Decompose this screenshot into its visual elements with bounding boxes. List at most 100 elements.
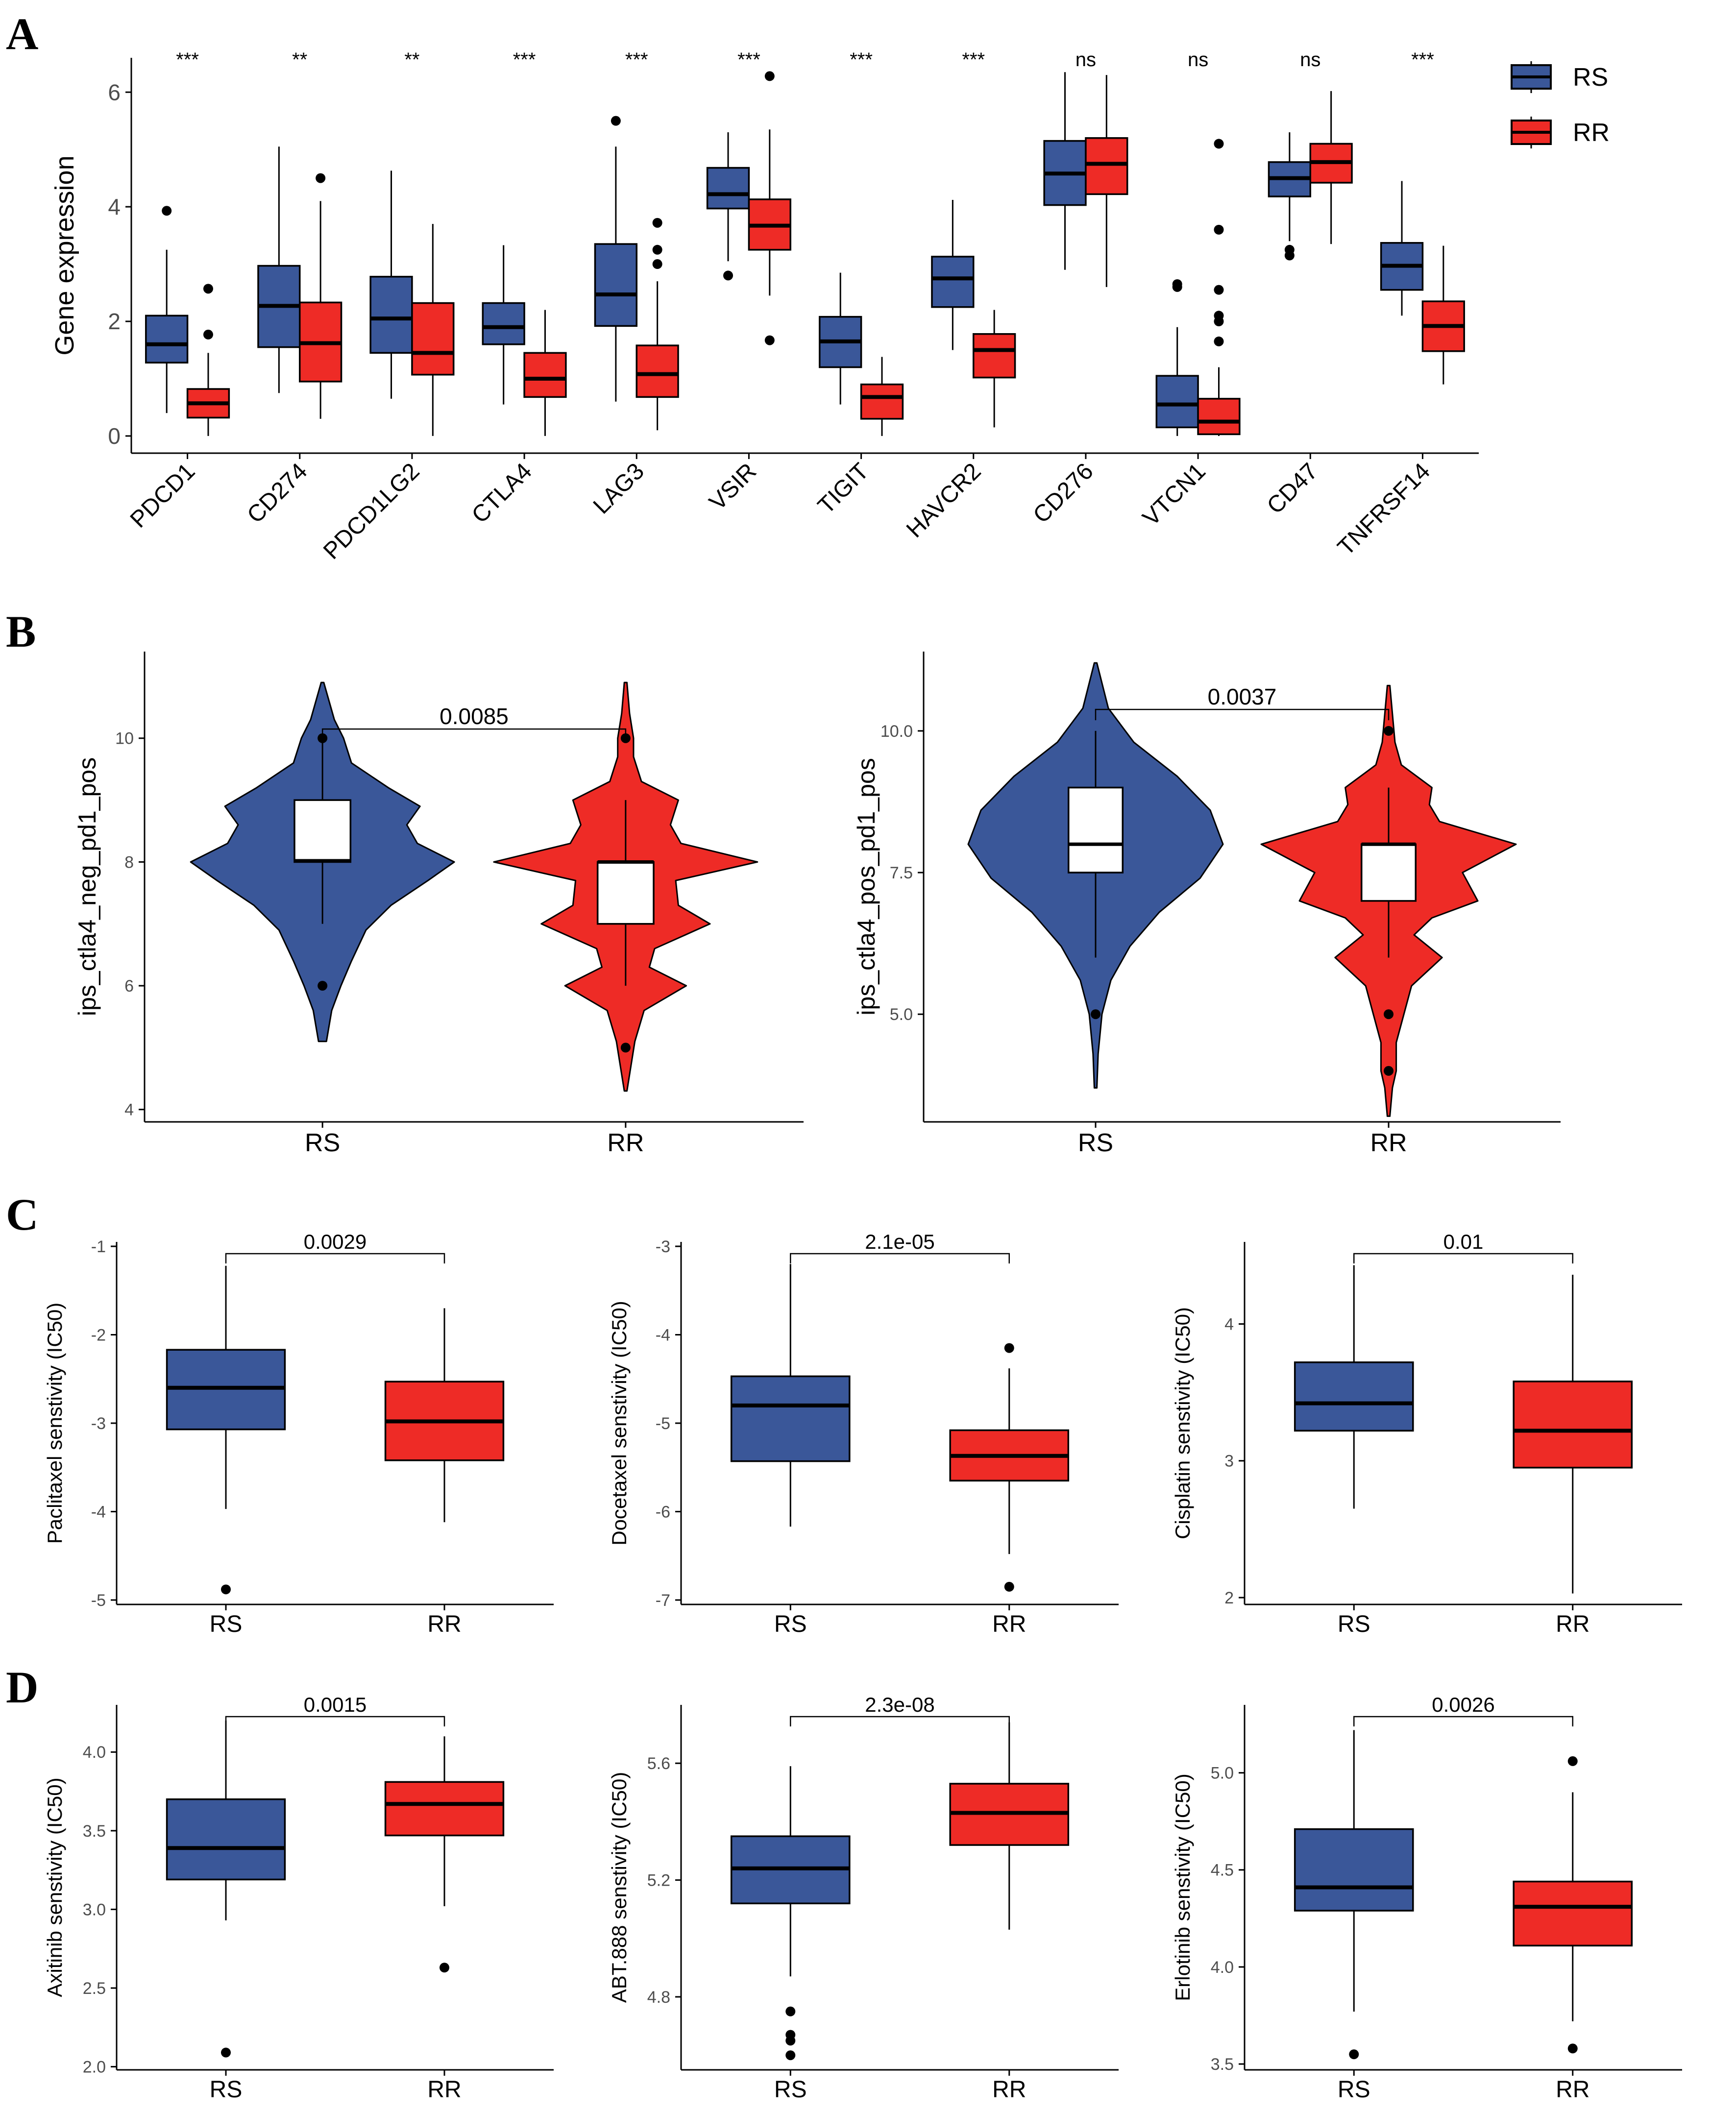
box-rr-box	[1513, 1381, 1633, 1469]
x-tick-label: RR	[1370, 1129, 1407, 1157]
chart-c2-docetaxel: -3 -4 -5 -6 -7 Docetaxel senstivity (IC50) RS R…	[608, 1230, 1119, 1637]
significance-label: ns	[1300, 49, 1320, 71]
violin-rr-outlier-point	[620, 1043, 631, 1053]
box-rr-outlier-point	[1214, 336, 1224, 346]
significance-label: ***	[625, 49, 648, 71]
y-tick-label: 6	[108, 79, 121, 105]
y-tick-label: 4.5	[1211, 1861, 1234, 1880]
y-tick-label: -1	[91, 1237, 106, 1256]
violin-rr-outlier-point	[1384, 1009, 1394, 1019]
box-rs-box	[482, 302, 525, 345]
x-tick-label: CD47	[1262, 458, 1323, 519]
y-tick-label: 5.0	[1211, 1764, 1234, 1783]
y-tick-label: 4	[1224, 1315, 1234, 1334]
y-tick-label: 5.0	[890, 1005, 913, 1024]
significance-bracket	[1353, 1716, 1573, 1726]
box-rs-outlier-point	[611, 116, 621, 126]
y-axis-title: Paclitaxel senstivity (IC50)	[43, 1303, 66, 1544]
box-rs-box	[931, 256, 975, 308]
box-rs-box	[1294, 1361, 1414, 1432]
y-tick-label: -5	[91, 1591, 106, 1610]
p-value-label: 0.0085	[440, 704, 509, 729]
legend-item-rs: RS	[1511, 61, 1608, 93]
legend: RS RR	[1511, 61, 1610, 148]
box-rs-outlier-point	[785, 2006, 796, 2016]
y-tick-label: 8	[124, 853, 134, 872]
y-tick-label: -3	[656, 1237, 670, 1256]
y-tick-label: 0	[108, 423, 121, 449]
y-tick-label: 4.8	[647, 1988, 670, 2007]
y-axis-title: ips_ctla4_neg_pd1_pos	[73, 757, 101, 1016]
x-tick-label: RS	[774, 1611, 807, 1637]
significance-label: ns	[1076, 49, 1096, 71]
x-tick-label: CD274	[242, 458, 312, 528]
significance-label: **	[404, 49, 419, 71]
y-tick-label: -4	[91, 1503, 106, 1521]
box-rr-box	[523, 352, 567, 398]
y-tick-label: 4.0	[83, 1743, 106, 1762]
p-value-label: 0.0026	[1432, 1693, 1494, 1716]
y-tick-label: 7.5	[890, 864, 913, 882]
y-tick-label: 3.5	[83, 1822, 106, 1841]
box-rr-box	[973, 333, 1016, 379]
box-rs-outlier-point	[221, 1584, 231, 1595]
box-rs-outlier-point	[785, 2050, 796, 2061]
x-tick-label: TIGIT	[813, 458, 874, 519]
y-tick-label: 5.6	[647, 1754, 670, 1773]
x-tick-label: RR	[1556, 2077, 1589, 2103]
x-tick-label: RR	[607, 1129, 644, 1157]
significance-bracket	[790, 1716, 1010, 1726]
significance-label: ***	[737, 49, 760, 71]
box-rr-box	[411, 302, 455, 376]
chart-d1-axitinib: 2.0 2.5 3.0 3.5 4.0 Axitinib senstivity (IC50…	[43, 1693, 554, 2103]
box-rr-outlier-point	[1214, 285, 1224, 295]
x-tick-label: VTCN1	[1138, 458, 1211, 531]
y-axis-title: Axitinib senstivity (IC50)	[43, 1777, 66, 1997]
box-rs-outlier-point	[1349, 2049, 1359, 2060]
p-value-label: 2.3e-08	[865, 1693, 934, 1716]
significance-bracket	[1095, 708, 1390, 721]
box-rr-box	[1197, 398, 1241, 436]
y-axis-title: Erlotinib senstivity (IC50)	[1171, 1773, 1194, 2001]
box-rr-outlier-point	[440, 1963, 449, 1973]
x-tick-label: RS	[305, 1129, 340, 1157]
x-tick-label: RR	[427, 2077, 461, 2103]
p-value-label: 2.1e-05	[865, 1230, 934, 1253]
box-rr-outlier-point	[1004, 1581, 1014, 1592]
x-tick-label: RS	[210, 1611, 243, 1637]
significance-label: ***	[176, 49, 199, 71]
box-rr-outlier-point	[1214, 139, 1224, 149]
box-rr-outlier-point	[652, 244, 662, 255]
box-rs-outlier-point	[1284, 244, 1295, 255]
panel-label-d: D	[6, 1662, 38, 1712]
p-value-label: 0.0029	[304, 1230, 367, 1253]
significance-bracket	[225, 1716, 445, 1726]
y-tick-label: -4	[656, 1326, 670, 1344]
box-rs-box	[145, 315, 189, 364]
y-tick-label: -2	[91, 1326, 106, 1344]
violin-rr-outlier-point	[1384, 1066, 1394, 1076]
violin-rr-box	[596, 861, 655, 925]
chart-c3-cisplatin: 2 3 4 Cisplatin senstivity (IC50) RS RR 0.01	[1171, 1230, 1682, 1637]
chart-a-gene-expression: 0 2 4 6 Gene expression PDCD1 *** CD274 ** PDCD1L…	[50, 49, 1479, 564]
significance-bracket	[225, 1253, 445, 1263]
box-rs-outlier-point	[1172, 279, 1182, 289]
box-rr-outlier-point	[652, 259, 662, 269]
significance-label: ***	[850, 49, 873, 71]
box-rr-outlier-point	[1567, 2043, 1578, 2054]
y-tick-label: 2.0	[83, 2058, 106, 2076]
significance-label: **	[292, 49, 307, 71]
chart-c1-paclitaxel: -1 -2 -3 -4 -5 Paclitaxel senstivity (IC50) RS…	[43, 1230, 554, 1637]
box-rr-outlier-point	[203, 329, 213, 340]
box-rs-box	[594, 243, 638, 327]
p-value-label: 0.0015	[304, 1693, 367, 1716]
x-tick-label: RR	[427, 1611, 461, 1637]
x-tick-label: TNFRSF14	[1333, 458, 1435, 560]
significance-bracket	[790, 1253, 1010, 1263]
box-rr-box	[636, 344, 679, 398]
y-tick-label: -3	[91, 1414, 106, 1433]
x-tick-label: HAVCR2	[902, 458, 986, 543]
box-rs-box	[1155, 375, 1199, 429]
box-rs-box	[1294, 1828, 1414, 1912]
